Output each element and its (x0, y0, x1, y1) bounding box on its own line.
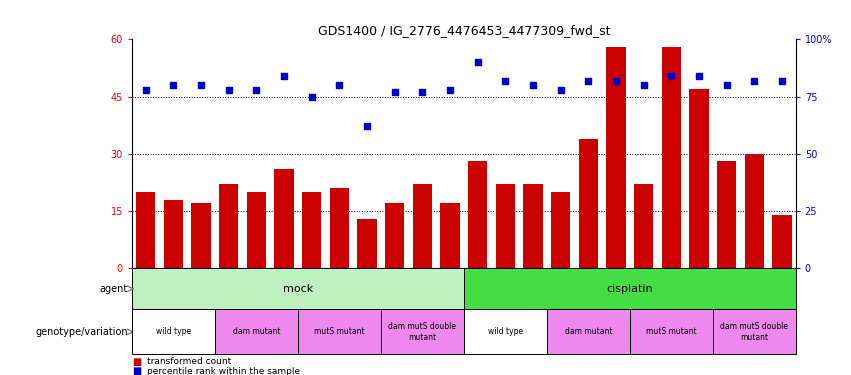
Text: mutS mutant: mutS mutant (314, 327, 364, 336)
Point (415, 89, 429, 95)
Bar (380, 309, 464, 354)
Text: genotype/variation: genotype/variation (35, 327, 128, 337)
Text: wild type: wild type (488, 327, 523, 336)
Point (194, 82, 208, 88)
Text: dam mutS double
mutant: dam mutS double mutant (720, 322, 788, 342)
Bar (772, 215, 791, 268)
Bar (523, 184, 543, 268)
Point (499, 78, 512, 84)
Point (471, 59, 484, 65)
Point (222, 87, 236, 93)
Bar (132, 309, 214, 354)
Bar (661, 47, 681, 268)
Bar (329, 188, 349, 268)
Point (167, 82, 180, 88)
Bar (357, 219, 377, 268)
Bar (547, 309, 630, 354)
Bar (413, 184, 432, 268)
Bar (689, 89, 709, 268)
Bar (579, 138, 598, 268)
Point (305, 94, 318, 100)
Point (526, 82, 540, 88)
Bar (298, 309, 381, 354)
Point (637, 82, 650, 88)
Point (277, 73, 291, 79)
Point (665, 73, 678, 79)
Text: transformed count: transformed count (147, 357, 231, 366)
Point (775, 78, 789, 84)
Bar (219, 184, 238, 268)
Text: mutS mutant: mutS mutant (646, 327, 696, 336)
Point (609, 78, 623, 84)
Title: GDS1400 / IG_2776_4476453_4477309_fwd_st: GDS1400 / IG_2776_4476453_4477309_fwd_st (317, 24, 610, 37)
Bar (247, 192, 266, 268)
Text: mock: mock (283, 284, 313, 294)
Bar (495, 184, 515, 268)
Point (747, 78, 761, 84)
Bar (551, 192, 570, 268)
Point (333, 82, 346, 88)
Point (388, 89, 402, 95)
Point (692, 73, 705, 79)
Text: wild type: wild type (156, 327, 191, 336)
Bar (464, 268, 796, 309)
Bar (634, 184, 654, 268)
Bar (712, 309, 796, 354)
Bar (717, 161, 736, 268)
Bar (214, 309, 298, 354)
Bar (468, 161, 488, 268)
Bar (302, 192, 322, 268)
Text: agent: agent (100, 284, 128, 294)
Text: cisplatin: cisplatin (607, 284, 653, 294)
Text: dam mutant: dam mutant (232, 327, 280, 336)
Text: percentile rank within the sample: percentile rank within the sample (147, 367, 300, 375)
Bar (274, 169, 294, 268)
Bar (606, 47, 625, 268)
Text: ■: ■ (132, 357, 141, 367)
Point (443, 87, 457, 93)
Bar (745, 154, 764, 268)
Bar (132, 268, 464, 309)
Point (249, 87, 263, 93)
Bar (191, 203, 211, 268)
Bar (464, 309, 547, 354)
Point (139, 87, 152, 93)
Text: ■: ■ (132, 366, 141, 375)
Point (554, 87, 568, 93)
Bar (385, 203, 404, 268)
Point (720, 82, 734, 88)
Point (360, 123, 374, 129)
Bar (440, 203, 460, 268)
Bar (630, 309, 712, 354)
Point (581, 78, 595, 84)
Bar (136, 192, 156, 268)
Bar (163, 200, 183, 268)
Text: dam mutS double
mutant: dam mutS double mutant (388, 322, 456, 342)
Text: dam mutant: dam mutant (564, 327, 612, 336)
